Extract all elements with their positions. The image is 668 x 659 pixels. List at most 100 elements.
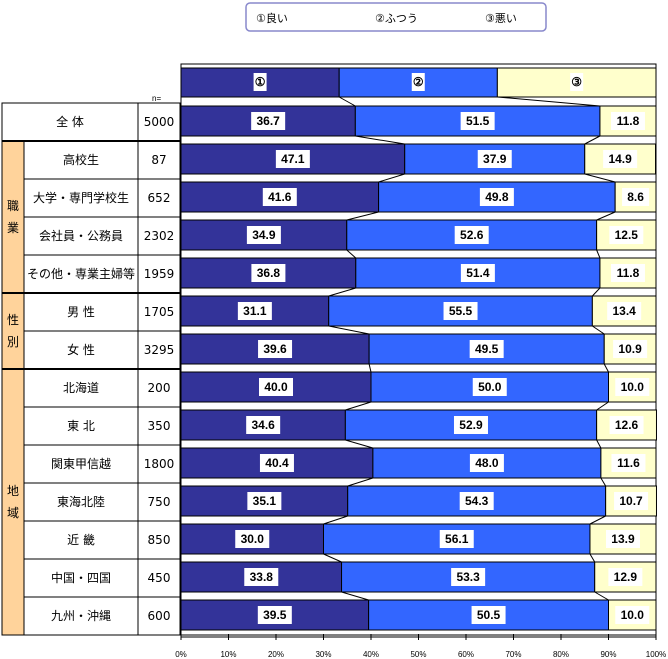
category-cell [1, 102, 139, 142]
n-cell [137, 216, 181, 256]
data-label-bg [608, 568, 643, 586]
category-label: 会社員・公務員 [39, 228, 123, 243]
connector-line [596, 401, 609, 411]
x-tick-label: 0% [175, 650, 187, 659]
legend-box [245, 2, 547, 32]
category-label: 近 畿 [67, 533, 95, 547]
n-cell [137, 482, 181, 522]
header-label: ① [255, 75, 266, 89]
x-tick-label: 90% [600, 650, 616, 659]
data-label-bg [615, 378, 650, 396]
n-cell [137, 368, 181, 408]
data-label: 41.6 [268, 190, 292, 204]
category-label: 中国・四国 [51, 570, 111, 585]
data-label-bg [472, 378, 507, 396]
connector-line [591, 287, 601, 297]
n-value: 750 [148, 495, 171, 509]
x-tick-label: 60% [458, 650, 474, 659]
data-label: 52.6 [460, 228, 484, 242]
data-label-bg [477, 150, 512, 168]
n-value: 350 [148, 419, 171, 433]
data-label: 51.4 [466, 266, 490, 280]
data-label: 39.6 [263, 342, 287, 356]
connector-line [594, 591, 609, 601]
connector-line [328, 287, 356, 297]
data-label: 10.9 [618, 342, 642, 356]
data-label: 10.0 [621, 380, 645, 394]
table-row: 北海道 200 [23, 368, 181, 408]
connector-line [338, 96, 356, 107]
header-label-bg [570, 73, 584, 91]
category-label: 北海道 [63, 380, 99, 395]
table-row: 会社員・公務員 2302 [23, 216, 181, 256]
table-row: 中国・四国 450 [23, 558, 181, 598]
data-label-bg [251, 264, 286, 282]
data-label-bg [244, 568, 279, 586]
data-label-bg [259, 378, 293, 396]
data-label-bg [451, 568, 486, 586]
connector-line [589, 553, 596, 563]
data-label: 56.1 [445, 532, 469, 546]
x-tick-label: 80% [553, 650, 569, 659]
n-value: 850 [148, 533, 171, 547]
category-cell [23, 406, 139, 446]
connector-line [596, 439, 602, 449]
legend-entry-bad: ③悪い [485, 12, 517, 25]
connector-line [323, 553, 342, 563]
table-row: 高校生 87 [23, 140, 181, 180]
n-cell [137, 558, 181, 598]
data-label: 10.0 [621, 608, 645, 622]
data-label: 52.9 [459, 418, 483, 432]
connector-line [596, 249, 601, 259]
data-label-bg [609, 226, 644, 244]
x-tick-label: 70% [505, 650, 521, 659]
data-label: 54.3 [465, 494, 489, 508]
data-label: 37.9 [483, 152, 507, 166]
category-label: 高校生 [63, 152, 99, 167]
connector-line [600, 477, 607, 487]
legend-entry-normal: ②ふつう [375, 12, 418, 25]
category-label: その他・専業主婦等 [27, 266, 135, 281]
group-cell-bg [1, 368, 25, 636]
table-row: 九州・沖縄 600 [23, 596, 181, 636]
bar-row: 36.8 51.4 11.8 [180, 249, 657, 289]
category-label: 関東甲信越 [51, 457, 111, 471]
connector-line [347, 477, 374, 487]
category-label: 女 性 [67, 342, 95, 357]
category-cell [23, 140, 139, 180]
n-value: 5000 [144, 115, 175, 129]
x-tick-label: 50% [410, 650, 426, 659]
legend: ①良い ②ふつう ③悪い [245, 2, 547, 32]
category-label: 東海北陸 [57, 494, 105, 509]
connector-line [603, 363, 609, 373]
n-value: 200 [148, 381, 171, 395]
data-label-bg [246, 226, 281, 244]
bar-row: 36.7 51.5 11.8 [180, 96, 657, 137]
data-label-bg [611, 454, 646, 472]
table-row: 男 性 1705 [23, 292, 181, 332]
x-tick-label: 100% [646, 650, 666, 659]
data-label: 33.8 [250, 570, 274, 584]
data-label: 11.8 [617, 266, 640, 280]
connector-line [323, 515, 348, 525]
x-tick-label: 20% [268, 650, 284, 659]
table-row: 女 性 3295 [23, 330, 181, 370]
n-value: 1800 [144, 457, 175, 471]
data-label: 13.4 [612, 304, 636, 318]
data-label: 12.6 [615, 418, 639, 432]
n-label: n= [152, 94, 161, 103]
bar-row: 35.1 54.3 10.7 [180, 477, 657, 517]
connector-line [497, 96, 600, 107]
n-cell [137, 406, 181, 446]
legend-entry-good: ①良い [256, 11, 288, 25]
x-axis: 0% 10% 20% 30% 40% 50% 60% 70% 80% 90% 100% [175, 634, 666, 659]
data-label-bg [469, 340, 504, 358]
data-label: 50.0 [478, 380, 502, 394]
data-label: 36.8 [257, 266, 281, 280]
category-label: 大学・専門学校生 [33, 190, 129, 205]
data-label-bg [247, 492, 282, 510]
n-cell [137, 292, 181, 332]
group-cell-bg [1, 292, 25, 370]
connector-line [378, 173, 405, 183]
category-cell [23, 330, 139, 370]
